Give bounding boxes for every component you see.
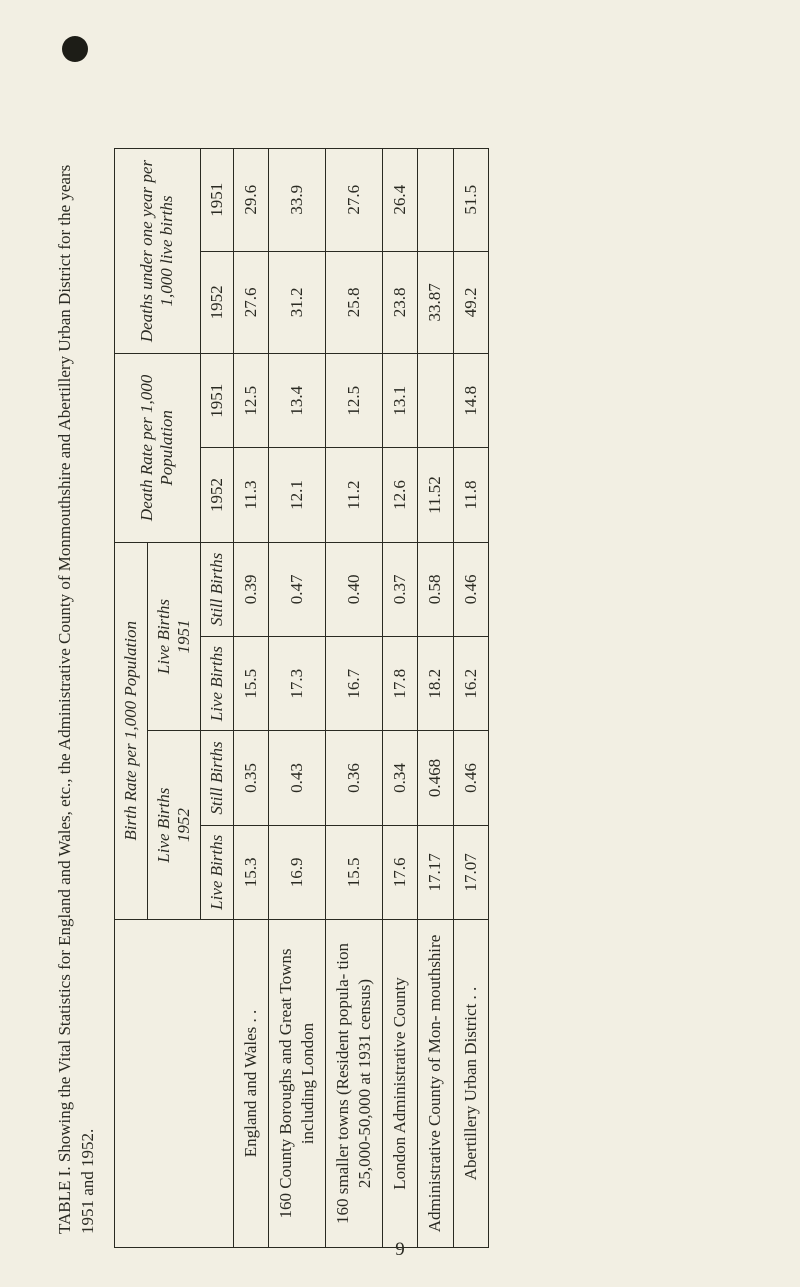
cell: 16.7 <box>326 637 383 731</box>
cell: 17.3 <box>268 637 325 731</box>
page-number: 9 <box>0 1239 800 1261</box>
cell: 33.9 <box>268 149 325 252</box>
lb-1951-still: Still Births <box>200 542 233 636</box>
cell: 15.3 <box>233 825 268 919</box>
cell: 17.8 <box>383 637 418 731</box>
cell: 27.6 <box>233 251 268 354</box>
cell: 29.6 <box>233 149 268 252</box>
row-label: London Administrative County <box>383 919 418 1247</box>
cell: 0.34 <box>383 731 418 825</box>
cell: 17.17 <box>418 825 453 919</box>
cell: 16.2 <box>453 637 488 731</box>
cell: 0.46 <box>453 542 488 636</box>
cell: 27.6 <box>326 149 383 252</box>
table-row: England and Wales . . 15.3 0.35 15.5 0.3… <box>233 149 268 1248</box>
table-row: Abertillery Urban District . . 17.07 0.4… <box>453 149 488 1248</box>
cell: 18.2 <box>418 637 453 731</box>
row-label: Administrative County of Mon- mouthshire <box>418 919 453 1247</box>
cell: 0.46 <box>453 731 488 825</box>
du-1951-year: 1951 <box>200 149 233 252</box>
sub-live-1952: Live Births 1952 <box>147 731 200 920</box>
table-row: 160 smaller towns (Resident popula- tion… <box>326 149 383 1248</box>
cell: 12.6 <box>383 448 418 542</box>
cell: 17.07 <box>453 825 488 919</box>
cell: 12.5 <box>233 354 268 448</box>
cell: 0.47 <box>268 542 325 636</box>
cell: 17.6 <box>383 825 418 919</box>
rotated-inner: TABLE I. Showing the Vital Statistics fo… <box>54 98 489 1248</box>
cell: 15.5 <box>326 825 383 919</box>
cell: 11.52 <box>418 448 453 542</box>
cell: 25.8 <box>326 251 383 354</box>
year-1951-a: 1951 <box>174 620 193 654</box>
year-1952-a: 1952 <box>174 808 193 842</box>
live-births-label-2: Live Births <box>154 599 173 674</box>
cell: 0.39 <box>233 542 268 636</box>
cell: 13.4 <box>268 354 325 448</box>
rotated-table-wrapper: TABLE I. Showing the Vital Statistics fo… <box>54 0 489 88</box>
group-birth-rate: Birth Rate per 1,000 Population <box>114 542 147 919</box>
row-label: England and Wales . . <box>233 919 268 1247</box>
cell: 0.468 <box>418 731 453 825</box>
table-row: Administrative County of Mon- mouthshire… <box>418 149 453 1248</box>
dr-1951-year: 1951 <box>200 354 233 448</box>
cell: 12.5 <box>326 354 383 448</box>
cell: 11.2 <box>326 448 383 542</box>
cell: 0.40 <box>326 542 383 636</box>
cell: 0.37 <box>383 542 418 636</box>
table-row: 160 County Boroughs and Great Towns incl… <box>268 149 325 1248</box>
row-label: 160 smaller towns (Resident popula- tion… <box>326 919 383 1247</box>
cell: 12.1 <box>268 448 325 542</box>
cell: 16.9 <box>268 825 325 919</box>
row-label: Abertillery Urban District . . <box>453 919 488 1247</box>
cell: 31.2 <box>268 251 325 354</box>
live-births-label-1: Live Births <box>154 788 173 863</box>
scanned-page: TABLE I. Showing the Vital Statistics fo… <box>0 0 800 1287</box>
group-death-rate: Death Rate per 1,000 Population <box>114 354 200 543</box>
cell: 15.5 <box>233 637 268 731</box>
cell: 23.8 <box>383 251 418 354</box>
cell: 0.36 <box>326 731 383 825</box>
du-1952-year: 1952 <box>200 251 233 354</box>
cell: 0.58 <box>418 542 453 636</box>
cell: 11.3 <box>233 448 268 542</box>
table-caption: TABLE I. Showing the Vital Statistics fo… <box>54 154 100 1234</box>
cell: 0.43 <box>268 731 325 825</box>
vital-statistics-table: Birth Rate per 1,000 Population Death Ra… <box>114 148 489 1248</box>
cell: 13.1 <box>383 354 418 448</box>
cell: 49.2 <box>453 251 488 354</box>
cell <box>418 149 453 252</box>
cell: 33.87 <box>418 251 453 354</box>
row-label: 160 County Boroughs and Great Towns incl… <box>268 919 325 1247</box>
cell: 11.8 <box>453 448 488 542</box>
cell <box>418 354 453 448</box>
cell: 26.4 <box>383 149 418 252</box>
cell: 0.35 <box>233 731 268 825</box>
sub-live-1951: Live Births 1951 <box>147 542 200 731</box>
lb-1952-still: Still Births <box>200 731 233 825</box>
stub-header <box>114 919 233 1247</box>
dr-1952-year: 1952 <box>200 448 233 542</box>
lb-1952-live: Live Births <box>200 825 233 919</box>
lb-1951-live: Live Births <box>200 637 233 731</box>
cell: 51.5 <box>453 149 488 252</box>
table-row: London Administrative County 17.6 0.34 1… <box>383 149 418 1248</box>
group-deaths-under-one: Deaths under one year per 1,000 live bir… <box>114 149 200 354</box>
cell: 14.8 <box>453 354 488 448</box>
